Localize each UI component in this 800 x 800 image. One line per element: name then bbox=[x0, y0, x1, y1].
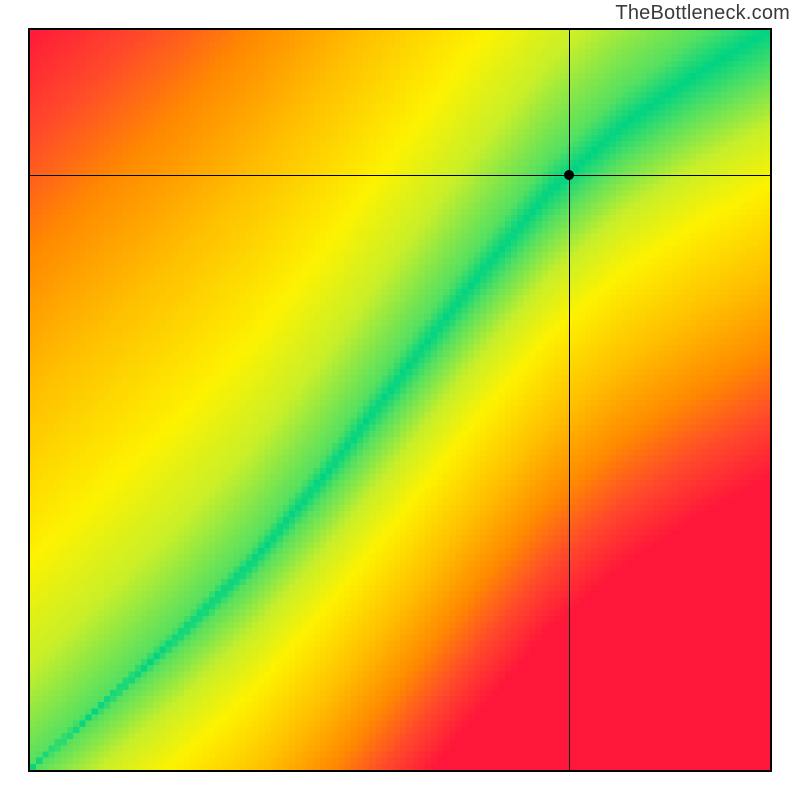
heatmap-canvas bbox=[30, 30, 770, 770]
crosshair-marker bbox=[564, 170, 574, 180]
crosshair-vertical bbox=[569, 30, 570, 770]
watermark-text: TheBottleneck.com bbox=[615, 2, 790, 25]
crosshair-horizontal bbox=[30, 175, 770, 176]
heatmap-plot-area bbox=[28, 28, 772, 772]
